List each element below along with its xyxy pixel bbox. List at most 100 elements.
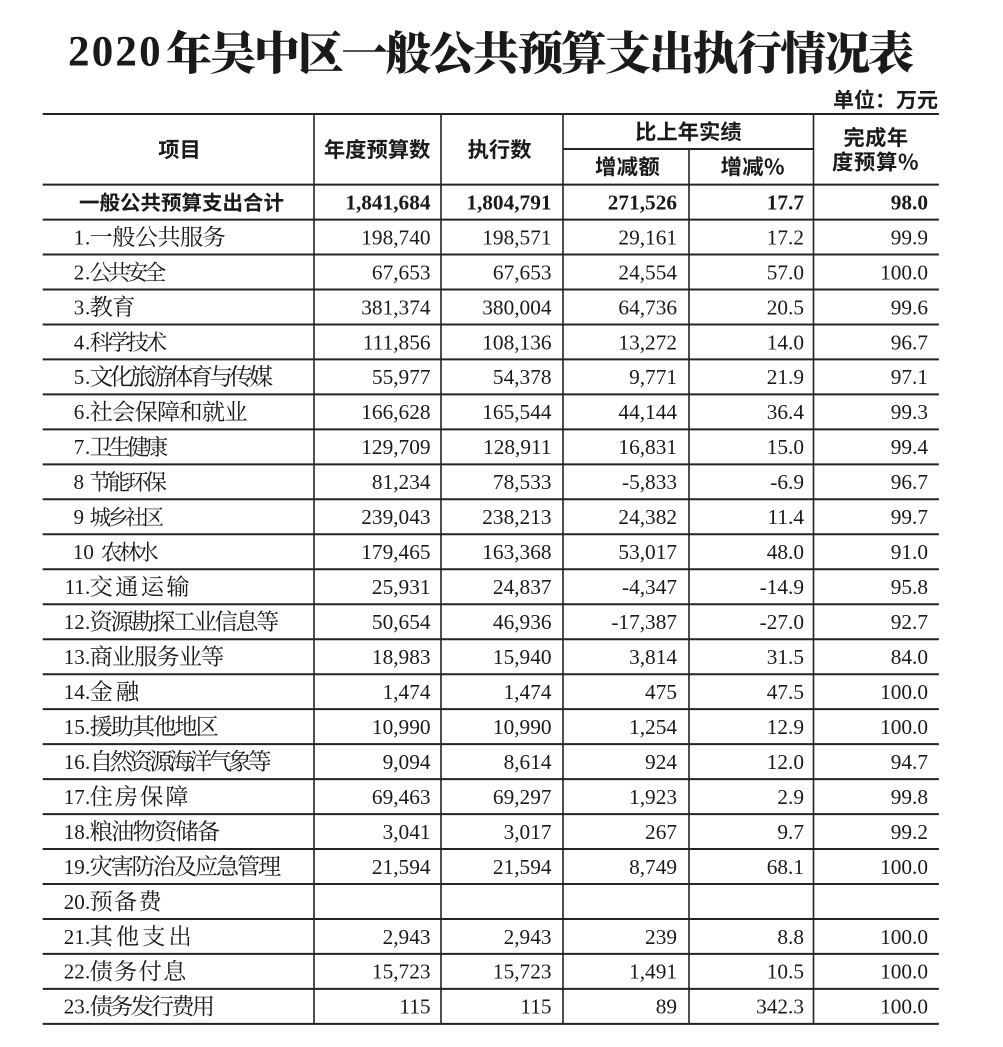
svg-text:17: 17	[64, 785, 85, 809]
svg-text:.: .	[85, 995, 90, 1019]
svg-text:.: .	[85, 890, 90, 914]
svg-text:-14.9: -14.9	[760, 575, 804, 599]
svg-text:.: .	[85, 645, 90, 669]
svg-text:475: 475	[645, 680, 677, 704]
svg-text:115: 115	[399, 995, 430, 1019]
svg-text:.: .	[85, 365, 90, 389]
svg-text:99.9: 99.9	[891, 225, 928, 249]
svg-text:9.7: 9.7	[777, 820, 804, 844]
svg-text:129,709: 129,709	[361, 435, 430, 459]
svg-text:2: 2	[74, 260, 85, 284]
svg-text:198,571: 198,571	[482, 225, 551, 249]
svg-text:15: 15	[64, 715, 85, 739]
svg-text:10: 10	[73, 540, 94, 564]
svg-text:68.1: 68.1	[767, 855, 804, 879]
svg-text:.: .	[85, 925, 90, 949]
svg-text:67,653: 67,653	[493, 260, 552, 284]
svg-text:96.7: 96.7	[891, 470, 929, 494]
svg-text:100.0: 100.0	[880, 680, 928, 704]
svg-text:18: 18	[64, 820, 85, 844]
svg-text:17.2: 17.2	[767, 225, 804, 249]
svg-text:78,533: 78,533	[493, 470, 552, 494]
svg-text:12.0: 12.0	[767, 750, 804, 774]
svg-text:1,474: 1,474	[504, 680, 552, 704]
svg-text:99.8: 99.8	[891, 785, 928, 809]
svg-text:100.0: 100.0	[880, 855, 928, 879]
svg-text:.: .	[85, 260, 90, 284]
svg-text:.: .	[85, 785, 90, 809]
svg-text:97.1: 97.1	[891, 365, 928, 389]
svg-text:100.0: 100.0	[880, 925, 928, 949]
svg-text:-5,833: -5,833	[622, 470, 677, 494]
svg-text:69,297: 69,297	[493, 785, 552, 809]
svg-text:924: 924	[645, 750, 677, 774]
svg-text:.: .	[85, 855, 90, 879]
svg-text:29,161: 29,161	[618, 225, 677, 249]
svg-text:16: 16	[64, 750, 85, 774]
svg-text:36.4: 36.4	[767, 400, 805, 424]
svg-text:.: .	[85, 820, 90, 844]
svg-text:111,856: 111,856	[363, 330, 431, 354]
svg-text:2,943: 2,943	[504, 925, 552, 949]
svg-text:2,943: 2,943	[383, 925, 431, 949]
svg-text:100.0: 100.0	[880, 715, 928, 739]
svg-text:99.7: 99.7	[891, 505, 929, 529]
svg-text:3,017: 3,017	[504, 820, 552, 844]
svg-text:9: 9	[74, 505, 85, 529]
svg-text:.: .	[85, 400, 90, 424]
svg-text:238,213: 238,213	[482, 505, 551, 529]
svg-text:91.0: 91.0	[891, 540, 928, 564]
svg-text:.: .	[85, 225, 90, 249]
svg-text:14: 14	[64, 680, 86, 704]
svg-text:99.3: 99.3	[891, 400, 928, 424]
svg-text:7: 7	[74, 435, 85, 459]
svg-text:1: 1	[74, 225, 85, 249]
svg-text:10,990: 10,990	[493, 715, 552, 739]
svg-text:22: 22	[64, 960, 85, 984]
svg-text:99.2: 99.2	[891, 820, 928, 844]
svg-text:3,041: 3,041	[383, 820, 431, 844]
svg-text:46,936: 46,936	[493, 610, 552, 634]
svg-text:24,837: 24,837	[493, 575, 552, 599]
svg-text:1,804,791: 1,804,791	[466, 190, 551, 214]
svg-text:11.4: 11.4	[768, 505, 805, 529]
svg-text:12.9: 12.9	[767, 715, 804, 739]
svg-text:1,491: 1,491	[629, 960, 677, 984]
svg-text:23: 23	[64, 995, 85, 1019]
svg-text:20: 20	[64, 890, 85, 914]
svg-text:.: .	[85, 330, 90, 354]
svg-text:21: 21	[64, 925, 85, 949]
svg-text:108,136: 108,136	[482, 330, 552, 354]
svg-text:95.8: 95.8	[891, 575, 928, 599]
svg-text:17.7: 17.7	[767, 190, 805, 214]
svg-text:6: 6	[74, 400, 85, 424]
svg-text:100.0: 100.0	[880, 995, 928, 1019]
svg-text:1,254: 1,254	[629, 715, 677, 739]
svg-text:94.7: 94.7	[891, 750, 929, 774]
svg-text:12: 12	[64, 610, 85, 634]
svg-text:24,382: 24,382	[618, 505, 677, 529]
svg-text:-4,347: -4,347	[622, 575, 677, 599]
svg-text:239: 239	[645, 925, 677, 949]
svg-text:21,594: 21,594	[372, 855, 431, 879]
svg-text:9,094: 9,094	[383, 750, 431, 774]
svg-text:.: .	[85, 295, 90, 319]
svg-text:8: 8	[74, 470, 85, 494]
svg-text:100.0: 100.0	[880, 260, 928, 284]
svg-text:239,043: 239,043	[361, 505, 430, 529]
svg-text:69,463: 69,463	[372, 785, 431, 809]
svg-text:98.0: 98.0	[891, 190, 928, 214]
svg-text:198,740: 198,740	[361, 225, 430, 249]
svg-text:163,368: 163,368	[482, 540, 551, 564]
svg-text:53,017: 53,017	[618, 540, 677, 564]
svg-text:3,814: 3,814	[629, 645, 677, 669]
svg-text:31.5: 31.5	[767, 645, 804, 669]
svg-text:100.0: 100.0	[880, 960, 928, 984]
svg-text:11: 11	[65, 575, 85, 599]
svg-text:5: 5	[74, 365, 85, 389]
svg-text:15,723: 15,723	[493, 960, 552, 984]
svg-text:92.7: 92.7	[891, 610, 929, 634]
svg-text:14.0: 14.0	[767, 330, 804, 354]
svg-text:16,831: 16,831	[618, 435, 677, 459]
svg-text:8.8: 8.8	[777, 925, 804, 949]
